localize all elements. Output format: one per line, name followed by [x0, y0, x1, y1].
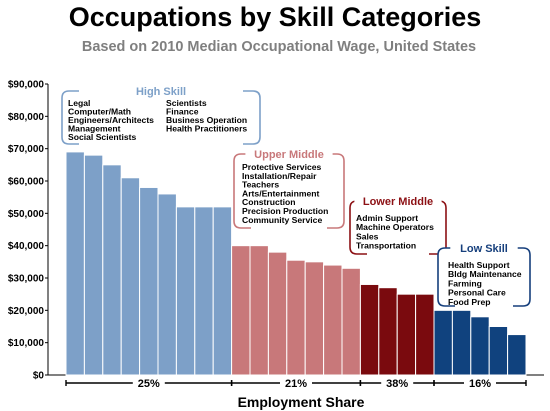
bar — [286, 259, 306, 376]
annotation-title: High Skill — [136, 86, 186, 98]
bar — [175, 206, 196, 376]
y-tick-label: $70,000 — [8, 144, 45, 155]
annotation-item: Sales — [356, 231, 379, 241]
chart-subtitle: Based on 2010 Median Occupational Wage, … — [82, 39, 476, 55]
bar — [83, 154, 104, 376]
annotation-item: Health Practitioners — [166, 124, 247, 134]
x-axis: 25% 21% 38% 16% — [65, 377, 527, 390]
annotation-item: Arts/Entertainment — [242, 188, 319, 198]
annotation-item: Personal Care — [448, 288, 506, 298]
annotation-item: Bldg Maintenance — [448, 269, 522, 279]
chart-title: Occupations by Skill Categories — [69, 2, 482, 32]
bar — [157, 193, 177, 376]
share-label: 16% — [469, 378, 491, 390]
bar — [65, 151, 85, 376]
bar — [396, 293, 417, 376]
annotation-title: Lower Middle — [363, 196, 433, 208]
bar — [231, 245, 251, 376]
annotation-bracket-right — [327, 153, 345, 229]
y-tick-label: $40,000 — [8, 241, 45, 252]
bar — [249, 245, 269, 376]
annotation-high-skill: High Skill LegalComputer/MathEngineers/Ar… — [61, 85, 261, 145]
bar — [267, 251, 288, 376]
share-label: 21% — [285, 378, 307, 390]
y-tick-label: $50,000 — [8, 209, 45, 220]
annotation-title-bg — [245, 148, 333, 160]
y-tick-label: $10,000 — [8, 338, 45, 349]
annotation-item: Management — [68, 124, 121, 134]
share-label: 38% — [386, 378, 408, 390]
bar — [433, 309, 453, 376]
annotation-item: Installation/Repair — [242, 171, 317, 181]
share-label-bg — [132, 377, 165, 389]
share-label-bg — [464, 377, 496, 389]
bar — [139, 186, 159, 376]
y-tick-label: $80,000 — [8, 112, 45, 123]
y-tick-label: $30,000 — [8, 274, 45, 285]
annotation-title: Low Skill — [460, 243, 508, 255]
annotation-item: Transportation — [356, 241, 416, 251]
annotation-bracket-left — [437, 247, 455, 307]
annotation-item: Computer/Math — [68, 107, 131, 117]
annotation-item: Community Service — [242, 215, 322, 225]
bar — [451, 309, 472, 376]
annotation-bracket-right — [243, 90, 261, 145]
y-tick-label: $90,000 — [8, 80, 45, 91]
annotation-item: Legal — [68, 98, 90, 108]
annotation-item: Health Support — [448, 260, 510, 270]
bar — [488, 326, 509, 376]
annotation-title-bg — [450, 242, 518, 254]
group-annotations: High Skill LegalComputer/MathEngineers/Ar… — [61, 85, 531, 307]
annotation-bracket-right — [513, 247, 531, 307]
share-label-bg — [280, 377, 312, 389]
annotation-item: Scientists — [166, 98, 207, 108]
bar — [359, 283, 380, 376]
bar — [304, 261, 325, 376]
bar — [415, 293, 435, 376]
bar — [323, 264, 343, 376]
annotation-bracket-left — [349, 200, 367, 255]
y-tick-label: $60,000 — [8, 177, 45, 188]
annotation-item: Precision Production — [242, 206, 328, 216]
x-axis-label: Employment Share — [238, 394, 365, 410]
bar — [341, 267, 361, 376]
annotation-bracket-left — [233, 153, 251, 229]
annotation-item: Food Prep — [448, 297, 491, 307]
bar — [378, 287, 398, 376]
annotation-item: Farming — [448, 278, 482, 288]
annotation-item: Engineers/Architects — [68, 115, 154, 125]
annotation-item: Admin Support — [356, 213, 418, 223]
share-label: 25% — [138, 378, 160, 390]
annotation-bracket-left — [61, 90, 79, 145]
y-tick-label: $0 — [33, 371, 45, 382]
annotation-item: Social Scientists — [68, 132, 137, 142]
annotation-item: Teachers — [242, 180, 279, 190]
annotation-item: Protective Services — [242, 162, 322, 172]
annotation-title-bg — [124, 85, 198, 97]
annotation-backing — [62, 91, 260, 144]
annotation-item: Construction — [242, 197, 295, 207]
share-label-bg — [381, 377, 414, 389]
bars — [65, 151, 527, 376]
bar — [507, 334, 527, 376]
bar — [120, 177, 141, 376]
y-tick-label: $20,000 — [8, 306, 45, 317]
bar — [470, 316, 490, 376]
annotation-item: Business Operation — [166, 115, 247, 125]
annotation-backing — [438, 248, 530, 306]
annotation-item: Finance — [166, 107, 199, 117]
annotation-backing — [234, 154, 344, 228]
annotation-title-bg — [354, 195, 442, 207]
annotation-item: Machine Operators — [356, 222, 434, 232]
annotation-backing — [350, 201, 446, 254]
bar — [194, 206, 214, 376]
bar — [212, 206, 233, 376]
bar — [102, 164, 122, 376]
annotation-title: Upper Middle — [254, 149, 324, 161]
